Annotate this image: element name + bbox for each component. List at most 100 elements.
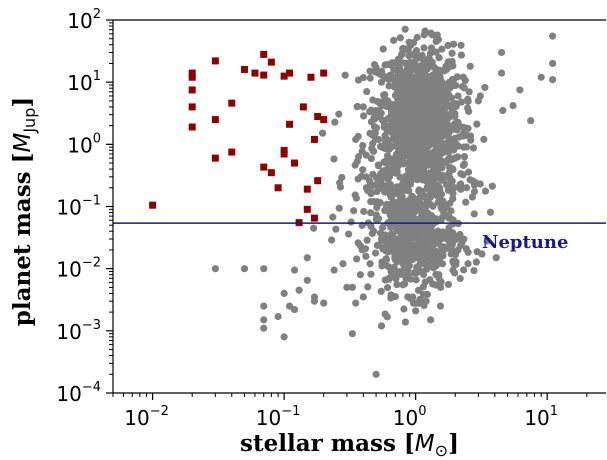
data-point-circle (378, 223, 387, 232)
data-point-circle (412, 143, 420, 151)
y-tick-label: 10−1 (56, 194, 101, 220)
data-point-circle (456, 274, 464, 283)
y-tick-label: 102 (67, 7, 101, 33)
data-point-circle (260, 324, 268, 332)
data-point-circle (260, 316, 268, 324)
data-point-circle (413, 128, 421, 137)
data-point-circle (476, 180, 484, 188)
data-point-circle (444, 101, 452, 109)
data-point-circle (383, 144, 391, 152)
data-point-circle (369, 147, 378, 155)
data-point-circle (449, 195, 457, 203)
data-point-circle (435, 184, 444, 193)
data-point-circle (527, 117, 535, 125)
data-point-circle (374, 69, 383, 77)
data-point-circle (438, 45, 446, 53)
data-point-circle (486, 208, 495, 216)
data-point-circle (211, 265, 219, 273)
data-point-circle (402, 83, 410, 91)
data-point-circle (394, 136, 402, 144)
data-point-circle (419, 187, 427, 195)
data-point-square (267, 58, 275, 66)
data-point-circle (453, 73, 461, 81)
data-point-circle (382, 134, 390, 142)
data-point-circle (431, 176, 439, 184)
data-point-circle (386, 211, 394, 219)
data-point-circle (364, 283, 372, 291)
data-point-circle (396, 100, 404, 108)
data-point-circle (406, 118, 414, 126)
data-point-square (260, 71, 268, 79)
data-point-circle (441, 139, 449, 148)
data-point-circle (335, 110, 343, 118)
axis-labels-layer: 10−2 10−1 100 101 10−4 10−3 10−2 10−1 100 101 102 s… (9, 7, 558, 460)
data-point-circle (481, 83, 489, 92)
data-point-circle (409, 103, 417, 111)
data-point-square (310, 214, 318, 222)
data-point-circle (473, 120, 481, 128)
data-point-circle (303, 254, 311, 262)
data-point-circle (374, 161, 382, 169)
data-point-circle (418, 100, 426, 109)
data-point-circle (387, 106, 395, 114)
data-point-circle (328, 236, 336, 244)
data-point-circle (352, 299, 360, 307)
data-point-square (280, 72, 288, 80)
data-point-circle (412, 269, 420, 277)
data-point-circle (464, 260, 472, 268)
data-point-square (188, 73, 196, 81)
data-point-circle (459, 73, 467, 81)
data-point-circle (445, 214, 453, 222)
data-point-circle (457, 51, 466, 59)
data-point-circle (499, 106, 507, 115)
data-point-circle (497, 48, 506, 57)
data-point-square (303, 205, 311, 213)
data-point-circle (422, 297, 430, 305)
data-point-circle (437, 283, 445, 291)
data-point-circle (362, 173, 370, 181)
data-point-circle (402, 215, 410, 223)
data-point-circle (427, 44, 436, 52)
data-point-circle (362, 184, 370, 192)
data-point-circle (436, 248, 444, 256)
data-point-circle (401, 147, 409, 155)
data-point-circle (437, 215, 445, 224)
data-point-circle (480, 135, 488, 144)
data-point-circle (447, 94, 456, 102)
data-point-circle (360, 207, 368, 216)
data-point-square (314, 113, 322, 121)
y-axis-title: planet mass [MJup] (9, 97, 39, 327)
data-point-circle (398, 108, 406, 117)
data-point-circle (478, 250, 486, 258)
data-point-circle (391, 119, 400, 127)
data-point-circle (406, 178, 415, 186)
data-point-circle (445, 134, 453, 142)
data-point-circle (361, 245, 369, 253)
data-point-circle (460, 266, 468, 274)
data-point-circle (320, 299, 328, 307)
data-point-square (303, 185, 311, 193)
data-point-circle (400, 45, 408, 54)
data-point-circle (497, 69, 506, 77)
data-point-circle (444, 280, 452, 289)
data-point-circle (374, 215, 383, 223)
x-tick-label: 101 (524, 404, 558, 430)
data-point-circle (295, 286, 303, 294)
data-point-circle (464, 168, 473, 176)
data-point-circle (460, 153, 468, 161)
data-point-circle (383, 313, 391, 321)
data-point-circle (427, 245, 435, 254)
data-point-circle (426, 49, 434, 57)
data-point-circle (435, 81, 443, 89)
data-point-circle (381, 61, 389, 69)
data-point-circle (434, 193, 443, 201)
data-point-circle (472, 258, 480, 266)
data-point-circle (403, 135, 411, 143)
data-point-circle (396, 206, 404, 215)
data-point-circle (483, 237, 491, 245)
data-point-square (286, 120, 294, 128)
data-point-circle (438, 260, 447, 268)
data-point-circle (359, 166, 367, 174)
x-axis-title: stellar mass [M⊙] (240, 430, 459, 460)
data-point-circle (460, 235, 468, 243)
